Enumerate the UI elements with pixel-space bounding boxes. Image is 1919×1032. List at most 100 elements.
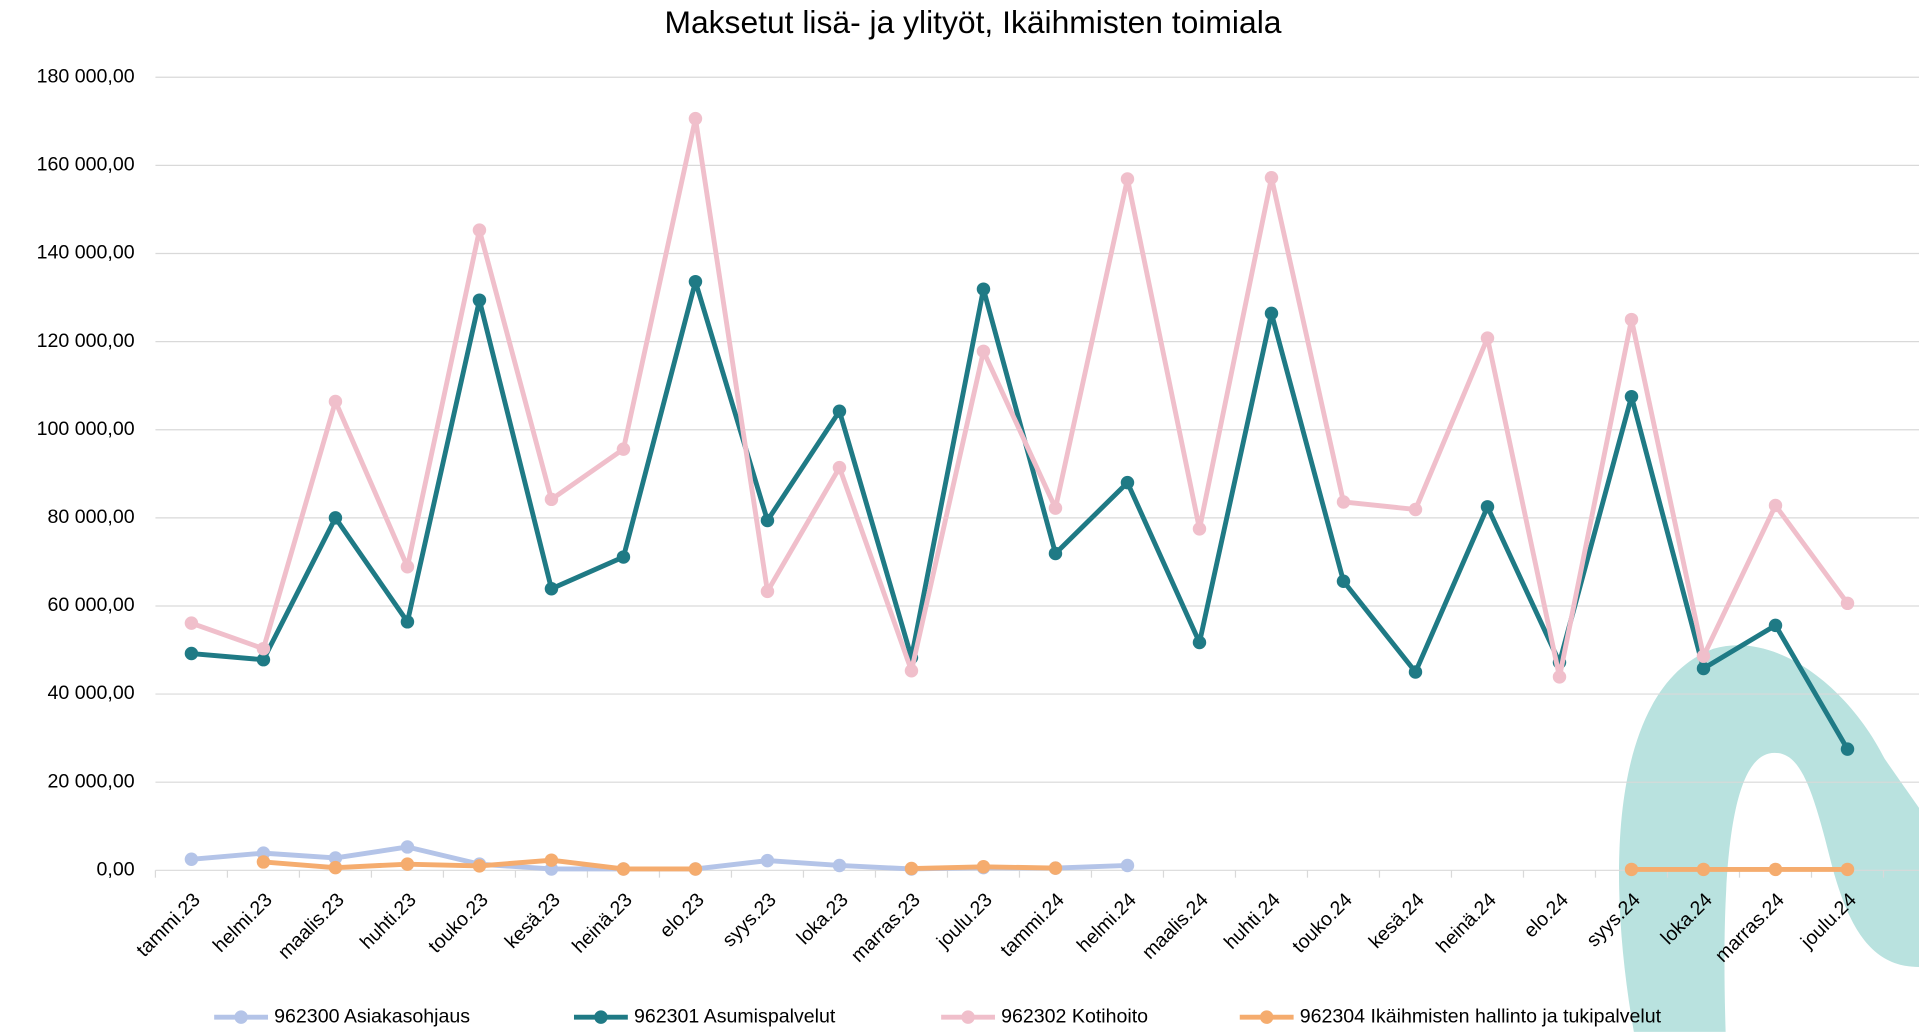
data-point: [185, 853, 198, 866]
x-tick-label: huhti.24: [1220, 889, 1285, 954]
legend-label: 962302 Kotihoito: [1001, 1005, 1148, 1027]
data-point: [257, 855, 270, 868]
x-tick-label: touko.24: [1288, 889, 1357, 958]
data-point: [1625, 390, 1638, 403]
data-point: [1121, 172, 1134, 185]
data-point: [761, 514, 774, 527]
data-point: [1049, 547, 1062, 560]
data-point: [1625, 863, 1638, 876]
chart-title: Maksetut lisä- ja ylityöt, Ikäihmisten t…: [664, 4, 1281, 40]
legend-swatch: [961, 1010, 974, 1023]
x-tick-label: maalis.23: [274, 889, 349, 964]
y-tick-label: 100 000,00: [37, 418, 135, 440]
data-point: [1841, 597, 1854, 610]
x-tick-label: tammi.23: [132, 889, 205, 962]
legend-swatch: [1260, 1010, 1273, 1023]
data-point: [1481, 500, 1494, 513]
data-point: [977, 282, 990, 295]
data-point: [401, 615, 414, 628]
y-tick-label: 180 000,00: [37, 65, 135, 87]
data-point: [185, 616, 198, 629]
x-tick-label: tammi.24: [996, 889, 1069, 962]
legend-swatch: [594, 1010, 607, 1023]
data-point: [1193, 636, 1206, 649]
data-point: [1265, 307, 1278, 320]
data-point: [1769, 499, 1782, 512]
x-tick-label: kesä.24: [1365, 889, 1429, 953]
x-tick-label: helmi.24: [1073, 889, 1141, 957]
data-point: [689, 862, 702, 875]
data-point: [185, 647, 198, 660]
data-point: [1625, 313, 1638, 326]
data-point: [905, 664, 918, 677]
data-point: [1769, 619, 1782, 632]
data-point: [473, 223, 486, 236]
y-tick-label: 40 000,00: [48, 682, 135, 704]
data-point: [545, 853, 558, 866]
data-point: [1841, 742, 1854, 755]
data-point: [833, 404, 846, 417]
data-point: [1265, 171, 1278, 184]
y-tick-label: 0,00: [97, 858, 135, 880]
data-point: [1409, 665, 1422, 678]
data-point: [473, 293, 486, 306]
x-tick-label: joulu.23: [932, 889, 997, 954]
x-tick-label: syys.23: [718, 889, 781, 952]
x-tick-label: maalis.24: [1138, 889, 1213, 964]
y-tick-label: 160 000,00: [37, 154, 135, 176]
series-line: [191, 282, 1847, 749]
data-point: [689, 275, 702, 288]
data-point: [1193, 522, 1206, 535]
x-tick-label: helmi.23: [209, 889, 277, 957]
x-tick-label: heinä.24: [1432, 889, 1501, 958]
data-point: [401, 840, 414, 853]
y-tick-label: 80 000,00: [48, 506, 135, 528]
data-point: [1049, 501, 1062, 514]
data-point: [1553, 670, 1566, 683]
x-tick-label: heinä.23: [568, 889, 637, 958]
data-point: [617, 550, 630, 563]
data-point: [1049, 861, 1062, 874]
legend-label: 962301 Asumispalvelut: [634, 1005, 836, 1027]
x-tick-label: elo.23: [655, 889, 708, 942]
data-point: [1481, 331, 1494, 344]
data-point: [617, 862, 630, 875]
data-point: [1697, 649, 1710, 662]
y-tick-label: 140 000,00: [37, 242, 135, 264]
x-tick-label: joulu.24: [1796, 889, 1861, 954]
data-point: [1121, 859, 1134, 872]
x-tick-label: loka.23: [793, 889, 853, 949]
x-tick-label: kesä.23: [501, 889, 565, 953]
data-point: [905, 862, 918, 875]
data-point: [1697, 662, 1710, 675]
data-point: [689, 112, 702, 125]
x-tick-label: huhti.23: [356, 889, 421, 954]
y-tick-label: 120 000,00: [37, 330, 135, 352]
data-point: [401, 857, 414, 870]
series-line: [191, 119, 1847, 677]
y-tick-label: 60 000,00: [48, 594, 135, 616]
data-point: [329, 395, 342, 408]
data-point: [545, 582, 558, 595]
y-tick-label: 20 000,00: [48, 770, 135, 792]
data-point: [977, 860, 990, 873]
data-point: [833, 859, 846, 872]
data-point: [545, 493, 558, 506]
x-tick-label: elo.24: [1520, 889, 1573, 942]
data-point: [1121, 476, 1134, 489]
data-point: [1697, 863, 1710, 876]
data-point: [329, 861, 342, 874]
data-point: [329, 511, 342, 524]
data-point: [1337, 495, 1350, 508]
data-point: [401, 560, 414, 573]
data-point: [473, 859, 486, 872]
data-point: [761, 585, 774, 598]
data-point: [977, 345, 990, 358]
data-point: [257, 642, 270, 655]
chart: Maksetut lisä- ja ylityöt, Ikäihmisten t…: [0, 0, 1919, 1032]
legend-swatch: [234, 1010, 247, 1023]
data-point: [1841, 863, 1854, 876]
data-point: [1409, 503, 1422, 516]
data-point: [1769, 863, 1782, 876]
data-point: [761, 854, 774, 867]
